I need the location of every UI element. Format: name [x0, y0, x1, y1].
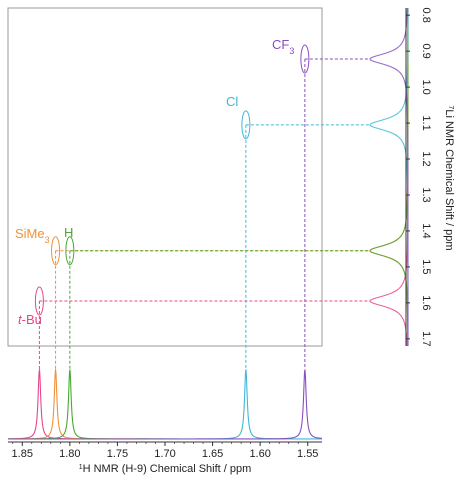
label-cf3: CF3	[272, 37, 294, 56]
x-axis-title-text: H NMR (H-9) Chemical Shift / ppm	[83, 463, 252, 475]
label-simes-main: SiMe	[15, 226, 45, 241]
x-tick-label: 1.60	[249, 448, 270, 460]
y-tick-label: 1.6	[420, 295, 432, 310]
y-tick-label: 1.3	[420, 187, 432, 202]
label-simes: SiMe3	[15, 226, 50, 245]
label-cf3-sub: 3	[289, 46, 294, 56]
h1-spectrum-cf3	[8, 369, 323, 440]
li7-spectrum-cl	[369, 8, 409, 346]
cross-peak-h	[65, 236, 75, 266]
cross-peak-t-bu	[34, 286, 44, 316]
x-tick-label: 1.55	[297, 448, 318, 460]
x-axis-title: 1H NMR (H-9) Chemical Shift / ppm	[79, 463, 252, 475]
y-tick-label: 1.7	[420, 331, 432, 346]
y-tick-label: 1.1	[420, 115, 432, 130]
y-axis-title-sup: 7	[448, 105, 454, 109]
spectra-group	[7, 7, 409, 440]
label-t-bu-prefix: t	[18, 312, 23, 327]
x-tick-label: 1.85	[12, 448, 33, 460]
y-tick-label: 1.4	[420, 223, 432, 238]
y-axis-title-text: Li NMR Chemical Shift / ppm	[443, 109, 454, 250]
x-tick-label: 1.65	[202, 448, 223, 460]
cross-peak-sime3	[51, 236, 61, 266]
y-tick-label: 1.2	[420, 151, 432, 166]
label-h: H	[64, 225, 73, 240]
y-axis-title: 7Li NMR Chemical Shift / ppm	[443, 105, 454, 250]
x-axis-title-sup: 1	[79, 464, 83, 471]
points-group	[34, 44, 310, 316]
hoesy-frame	[7, 7, 323, 347]
label-t-bu-rest: -Bu	[22, 312, 42, 327]
cross-peak-cl	[241, 110, 251, 140]
y-tick-label: 1.5	[420, 259, 432, 274]
y-tick-label: 1.0	[420, 79, 432, 94]
y-tick-group: 0.8 0.9 1.0 1.1 1.2 1.3 1.4 1.5 1.6 1.7	[406, 8, 432, 346]
label-cl: Cl	[226, 94, 238, 109]
y-tick-label: 0.8	[420, 8, 432, 23]
x-tick-label: 1.75	[107, 448, 128, 460]
x-tick-label: 1.80	[59, 448, 80, 460]
li7-spectrum-h	[369, 8, 409, 347]
y-tick-label: 0.9	[420, 44, 432, 59]
cross-peak-cf3	[300, 44, 310, 74]
label-cf3-main: CF	[272, 37, 289, 52]
label-simes-sub: 3	[45, 235, 50, 245]
x-tick-group: 1.85 1.80 1.75 1.70 1.65 1.60 1.55	[12, 442, 318, 460]
guides-group	[38, 58, 370, 369]
x-tick-label: 1.70	[154, 448, 175, 460]
h1-spectrum-sime3	[8, 369, 322, 440]
li7-spectrum-t-bu	[369, 8, 409, 347]
li7-spectrum-sime3	[369, 8, 409, 347]
label-t-bu: t-Bu	[18, 312, 42, 327]
li7-spectrum-cf3	[369, 7, 409, 346]
